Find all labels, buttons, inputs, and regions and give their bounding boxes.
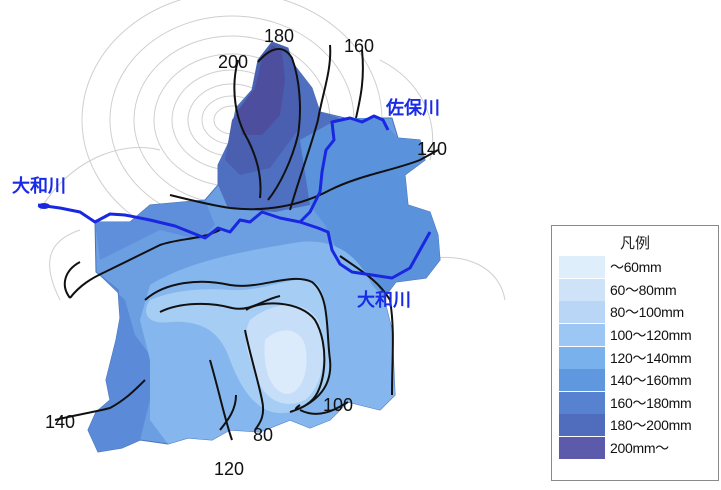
legend-list: ～60mm 60～80mm 80～100mm 100～120mm 120～140mm 14…: [559, 256, 692, 460]
contour-label: 140: [45, 412, 75, 432]
legend-item: 160～180mm: [559, 391, 692, 415]
zone-200-plus: [238, 45, 285, 135]
legend-item: 180～200mm: [559, 414, 692, 437]
legend-label: 100～120mm: [610, 327, 692, 344]
legend-label: 160～180mm: [610, 394, 692, 411]
zone-northwest-strip: [95, 200, 215, 260]
river-label-saho: 佐保川: [385, 97, 440, 118]
legend-swatch: [559, 437, 605, 460]
legend-item: 100～120mm: [559, 324, 692, 347]
legend-swatch: [559, 391, 605, 414]
zone-140-160-east: [300, 118, 440, 298]
legend-swatch: [559, 324, 605, 347]
isohyet-lines: [54, 44, 439, 441]
legend-swatch: [559, 414, 605, 437]
legend-swatch: [559, 278, 605, 301]
contour-label: 160: [344, 36, 374, 56]
legend-title: 凡例: [619, 235, 650, 252]
legend-item: 120～140mm: [559, 346, 692, 369]
contour-label: 80: [253, 425, 273, 445]
legend-label: 200mm～: [610, 440, 669, 457]
contour-label: 100: [323, 395, 353, 415]
yamato-river-line: [37, 114, 390, 240]
contour-label: 180: [264, 26, 294, 46]
legend-swatch: [559, 369, 605, 392]
zone-60-80: [264, 330, 307, 394]
legend-item: 200mm～: [559, 437, 691, 460]
zone-west-lobe: [88, 272, 150, 452]
legend-label: 80～100mm: [610, 304, 684, 321]
rivers: [37, 114, 432, 280]
legend-label: 180～200mm: [610, 417, 692, 434]
contour-label: 140: [417, 139, 447, 159]
legend-item: ～60mm: [559, 256, 691, 279]
contour-label: 200: [218, 52, 248, 72]
legend-label: 120～140mm: [610, 349, 692, 366]
legend-label: 140～160mm: [610, 372, 692, 389]
legend-item: 140～160mm: [559, 369, 692, 392]
legend-label: 60～80mm: [610, 281, 677, 298]
river-label-yamato-east: 大和川: [357, 289, 411, 310]
contour-label: 120: [214, 459, 244, 479]
legend-swatch: [559, 346, 605, 369]
legend-item: 80～100mm: [559, 301, 691, 324]
river-label-yamato-west: 大和川: [12, 175, 66, 196]
legend-label: ～60mm: [610, 259, 662, 276]
yamato-river-lower-line: [299, 220, 432, 280]
legend-swatch: [559, 256, 605, 279]
river-mouth-marker: [38, 203, 50, 209]
legend-item: 60～80mm: [559, 278, 691, 302]
legend-box: 凡例 ～60mm 60～80mm 80～100mm 100～120mm 120～140m…: [551, 225, 719, 481]
legend-swatch: [559, 301, 605, 324]
